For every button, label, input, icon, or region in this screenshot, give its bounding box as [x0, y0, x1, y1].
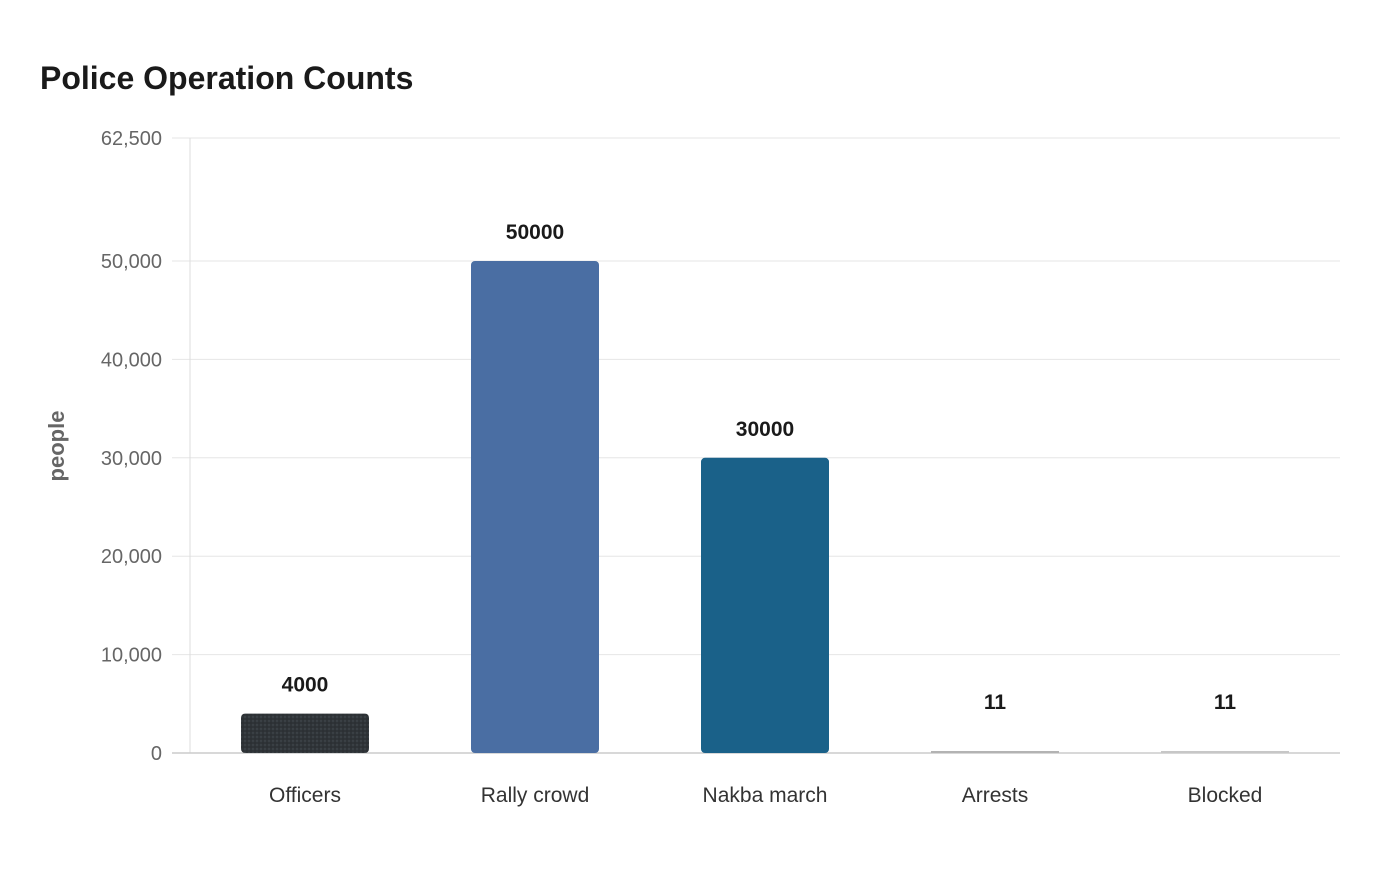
bar-value-label: 11	[1214, 691, 1237, 714]
bar	[1161, 751, 1289, 753]
y-tick-label: 0	[151, 743, 162, 765]
bar-value-label: 4000	[282, 674, 329, 697]
y-tick-label: 50,000	[101, 251, 162, 273]
chart-title: Police Operation Counts	[40, 60, 414, 96]
x-tick-label: Rally crowd	[481, 784, 590, 807]
value-labels: 4000 50000 30000 11 11	[282, 221, 1237, 714]
y-tick-label: 20,000	[101, 546, 162, 568]
bar	[241, 713, 369, 753]
x-tick-label: Blocked	[1188, 784, 1263, 807]
category-labels: Officers Rally crowd Nakba march Arrests Blo…	[269, 784, 1262, 807]
bar	[701, 457, 829, 753]
y-tick-label: 62,500	[101, 128, 162, 150]
y-tick-label: 10,000	[101, 645, 162, 667]
y-tick-label: 40,000	[101, 349, 162, 371]
x-tick-label: Arrests	[962, 784, 1029, 807]
bar	[931, 751, 1059, 753]
bar-value-label: 50000	[506, 221, 564, 244]
x-tick-label: Officers	[269, 784, 341, 807]
bar-value-label: 30000	[736, 418, 794, 441]
x-tick-label: Nakba march	[703, 784, 828, 807]
y-tick-label: 30,000	[101, 448, 162, 470]
y-tick-labels: 0 10,000 20,000 30,000 40,000 50,000 62,500	[101, 128, 162, 765]
bar	[471, 261, 599, 753]
bars	[241, 261, 1289, 753]
y-axis-label: people	[44, 411, 69, 482]
bar-value-label: 11	[984, 691, 1007, 714]
